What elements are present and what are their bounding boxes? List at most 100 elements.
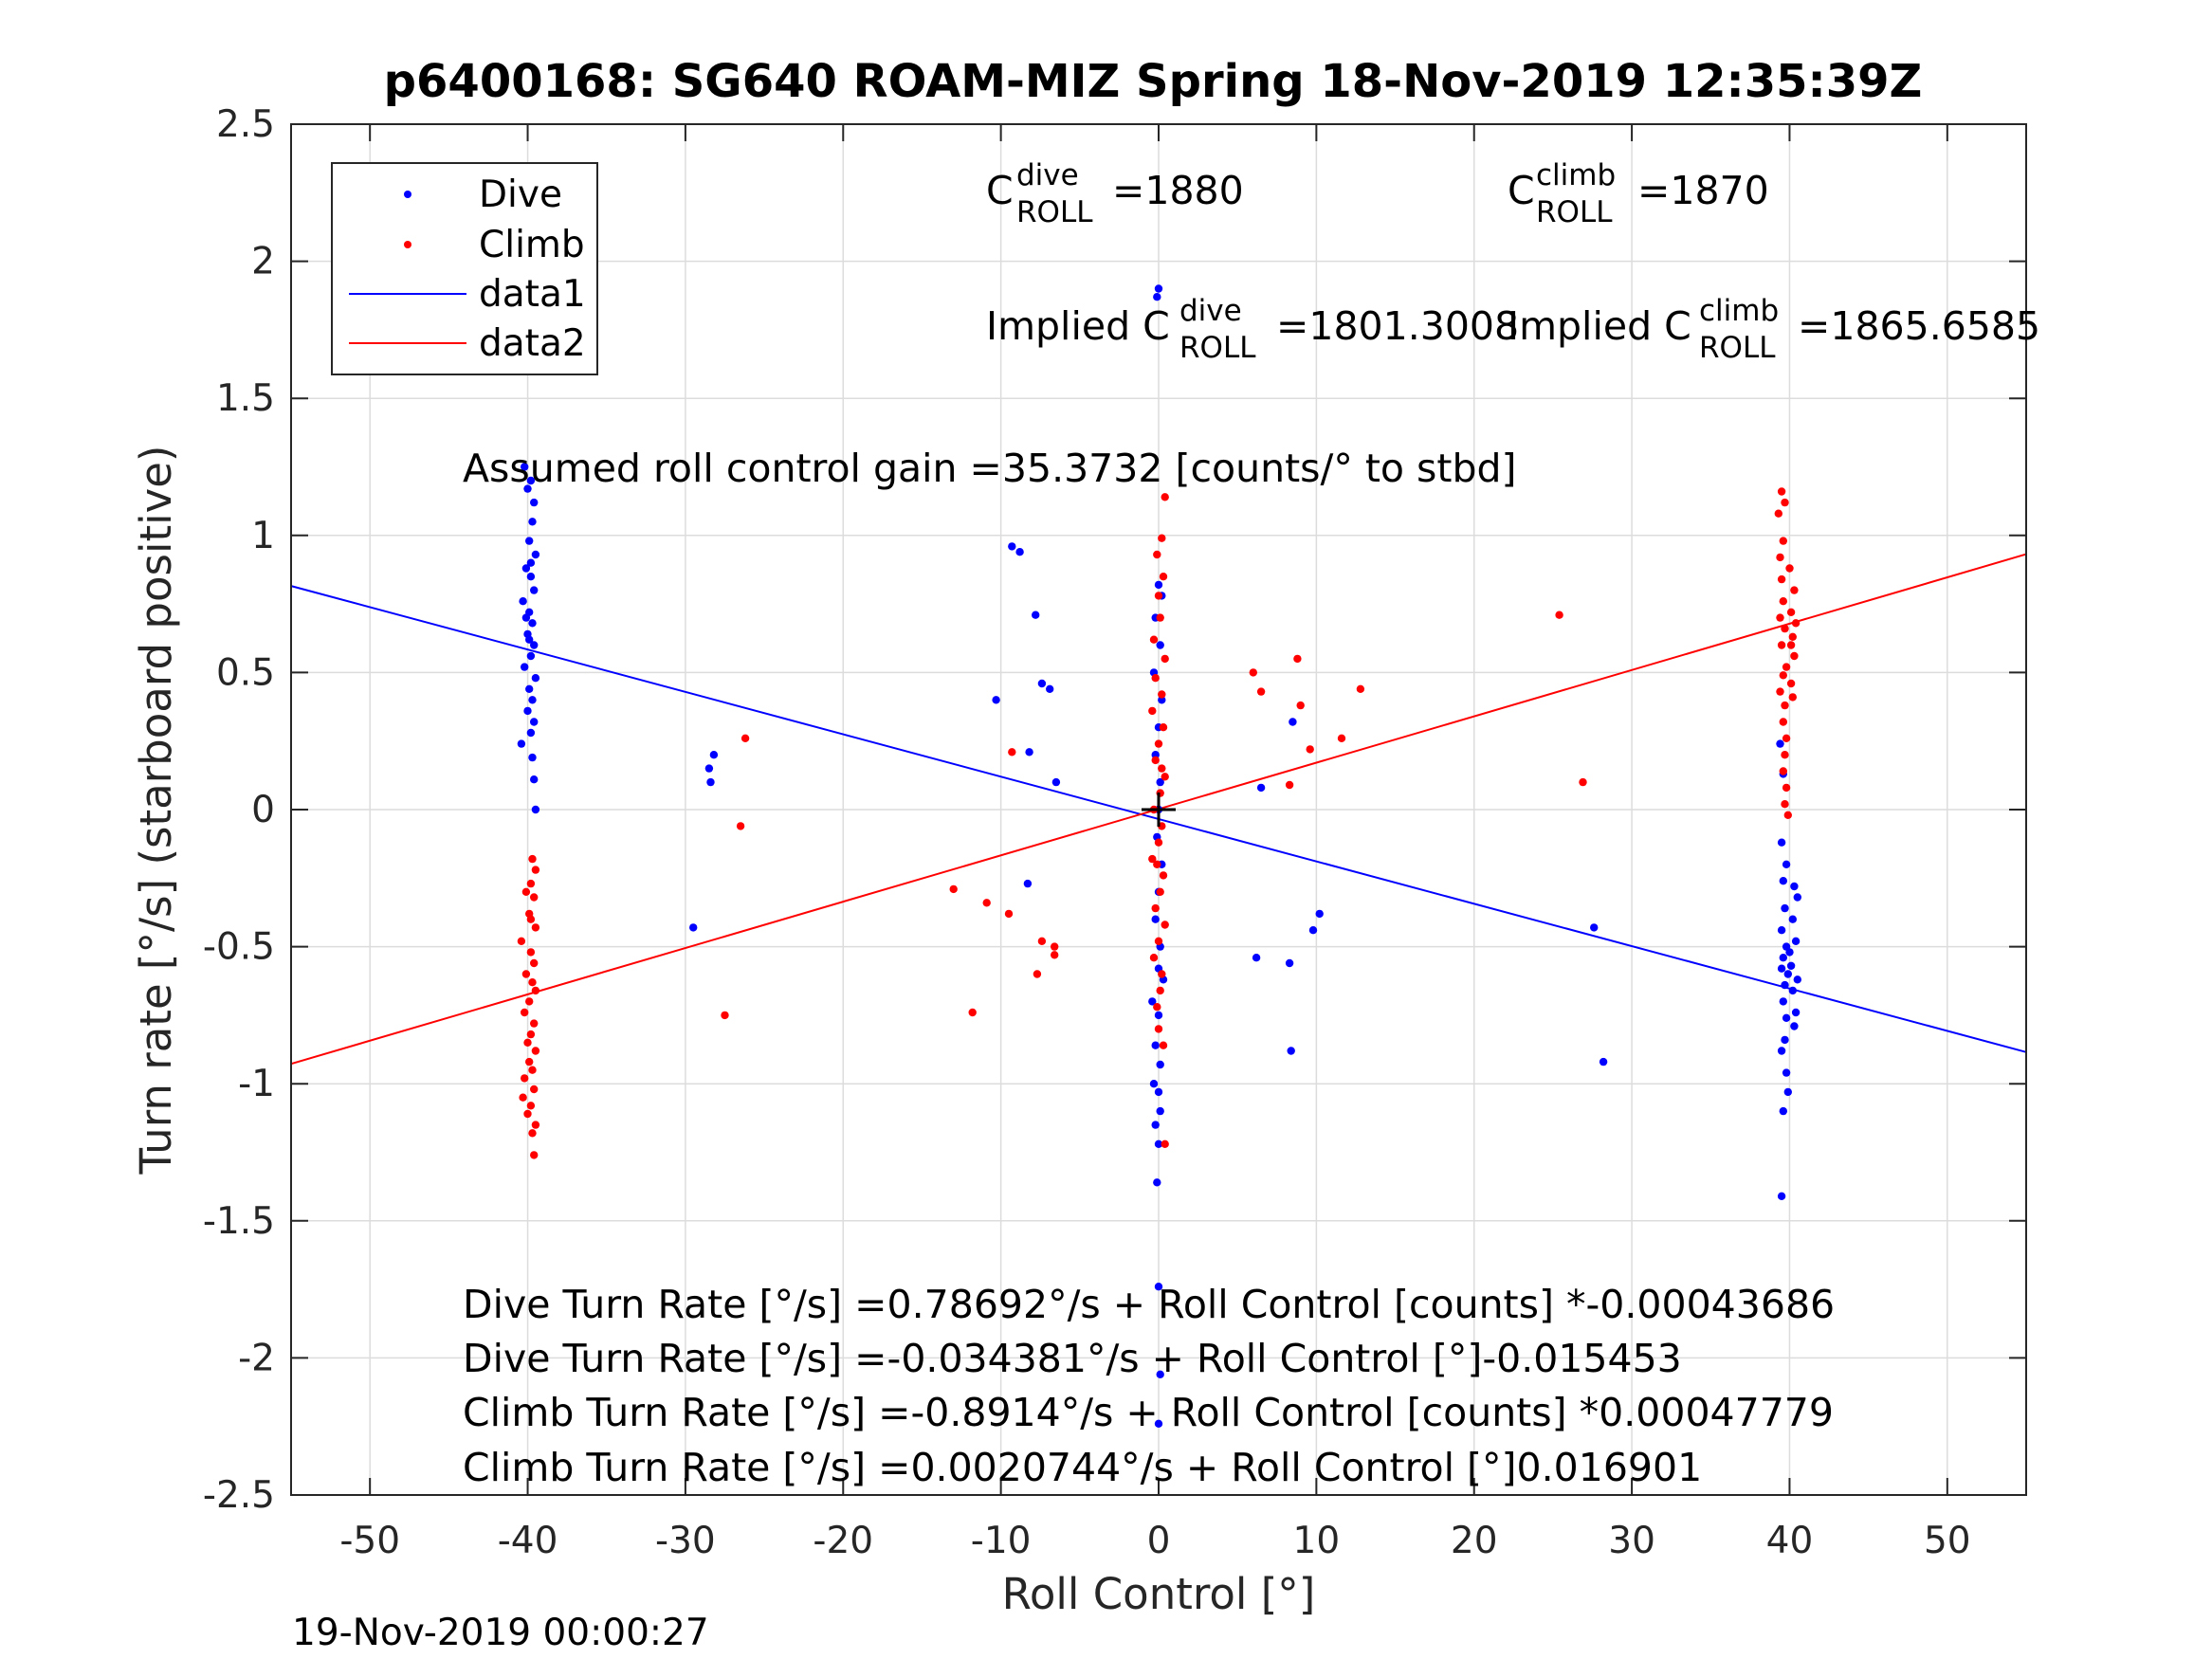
c-climb-sub: ROLL bbox=[1536, 195, 1613, 229]
point-dive bbox=[1156, 777, 1164, 787]
point-dive bbox=[704, 764, 714, 773]
point-dive bbox=[1776, 739, 1784, 748]
point-climb bbox=[526, 948, 536, 957]
point-dive bbox=[526, 651, 536, 661]
point-climb bbox=[736, 822, 745, 830]
point-dive bbox=[519, 597, 527, 606]
point-climb bbox=[1779, 597, 1788, 606]
point-dive bbox=[1599, 1057, 1608, 1066]
point-dive bbox=[1308, 926, 1318, 935]
point-climb bbox=[1154, 739, 1163, 748]
point-dive bbox=[530, 718, 539, 726]
x-tick-label: -40 bbox=[498, 1520, 558, 1562]
equation-1: Dive Turn Rate [°/s] =0.78692°/s + Roll … bbox=[463, 1282, 1835, 1327]
point-dive bbox=[1032, 611, 1040, 619]
point-climb bbox=[530, 893, 539, 902]
point-dive bbox=[1790, 1022, 1799, 1030]
point-dive bbox=[521, 564, 531, 573]
point-dive bbox=[521, 663, 529, 671]
y-tick-label: 0.5 bbox=[216, 651, 275, 694]
point-climb bbox=[1779, 671, 1788, 680]
point-climb bbox=[1779, 767, 1788, 775]
point-dive bbox=[1788, 915, 1798, 923]
point-dive bbox=[530, 498, 539, 507]
point-dive bbox=[709, 751, 719, 759]
point-climb bbox=[530, 1085, 539, 1094]
point-dive bbox=[1779, 1106, 1788, 1116]
point-dive bbox=[528, 518, 537, 526]
point-dive bbox=[530, 641, 539, 649]
point-climb bbox=[1151, 674, 1160, 683]
point-climb bbox=[1782, 663, 1791, 671]
c-dive-base: C bbox=[986, 168, 1014, 213]
center-marker bbox=[1142, 793, 1176, 827]
y-tick-labels: -2.5 -2 -1.5 -1 -0.5 0 0.5 1 1.5 2 2.5 bbox=[203, 103, 275, 1517]
data-points bbox=[517, 284, 1802, 1429]
point-climb bbox=[1161, 493, 1169, 501]
point-dive bbox=[1782, 1013, 1791, 1023]
point-dive bbox=[1015, 548, 1024, 556]
point-climb bbox=[531, 1047, 540, 1055]
point-dive bbox=[1151, 1041, 1160, 1049]
point-climb bbox=[531, 923, 540, 932]
implied-climb-value: =1865.6585 bbox=[1798, 303, 2040, 349]
point-dive bbox=[1154, 1139, 1163, 1149]
point-climb bbox=[740, 734, 750, 742]
point-dive bbox=[521, 613, 531, 622]
point-dive bbox=[1156, 1370, 1164, 1379]
point-dive bbox=[1791, 937, 1801, 945]
implied-climb-sup: climb bbox=[1699, 294, 1779, 328]
x-tick-label: 30 bbox=[1608, 1520, 1655, 1562]
point-dive bbox=[528, 696, 537, 704]
point-dive bbox=[1154, 284, 1163, 293]
point-dive bbox=[1783, 970, 1793, 978]
point-climb bbox=[528, 1066, 537, 1074]
point-dive bbox=[992, 696, 1000, 704]
point-climb bbox=[1782, 783, 1791, 793]
point-dive bbox=[1779, 877, 1788, 885]
point-dive bbox=[1287, 1047, 1295, 1055]
point-climb bbox=[1779, 718, 1788, 726]
point-climb bbox=[1161, 773, 1169, 781]
point-dive bbox=[1154, 1283, 1163, 1291]
point-climb bbox=[521, 1074, 529, 1083]
point-dive bbox=[531, 674, 540, 683]
point-climb bbox=[531, 866, 540, 874]
gain-annotation: Assumed roll control gain =35.3732 [coun… bbox=[463, 446, 1517, 491]
point-dive bbox=[1777, 1192, 1786, 1201]
point-dive bbox=[523, 706, 532, 716]
equation-2: Dive Turn Rate [°/s] =-0.034381°/s + Rol… bbox=[463, 1336, 1682, 1381]
point-dive bbox=[1148, 997, 1157, 1006]
y-tick-label: -2.5 bbox=[203, 1474, 275, 1517]
implied-dive-sub: ROLL bbox=[1179, 331, 1256, 365]
legend: Dive Climb data1 data2 bbox=[331, 162, 598, 375]
point-dive bbox=[523, 484, 532, 493]
x-tick-label: -30 bbox=[655, 1520, 716, 1562]
point-dive bbox=[526, 728, 536, 738]
point-climb bbox=[1151, 756, 1160, 765]
point-climb bbox=[1776, 613, 1784, 622]
point-climb bbox=[1159, 723, 1168, 732]
c-climb-base: C bbox=[1508, 168, 1535, 213]
x-tick-label: 20 bbox=[1451, 1520, 1498, 1562]
point-dive bbox=[1154, 1419, 1163, 1429]
point-climb bbox=[1033, 970, 1042, 978]
point-dive bbox=[1786, 961, 1796, 970]
point-dive bbox=[526, 476, 536, 485]
point-climb bbox=[1149, 954, 1159, 962]
point-climb bbox=[1786, 641, 1796, 649]
point-climb bbox=[1158, 764, 1166, 773]
point-climb bbox=[521, 970, 531, 978]
point-climb bbox=[1781, 751, 1789, 759]
point-climb bbox=[528, 1129, 537, 1138]
point-dive bbox=[1023, 879, 1033, 888]
y-tick-label: -1.5 bbox=[203, 1200, 275, 1243]
point-climb bbox=[1777, 641, 1786, 649]
point-climb bbox=[1293, 654, 1302, 664]
point-climb bbox=[528, 978, 537, 987]
point-dive bbox=[530, 586, 539, 594]
point-climb bbox=[1161, 921, 1169, 929]
point-climb bbox=[1777, 574, 1786, 584]
point-climb bbox=[1151, 903, 1160, 913]
point-dive bbox=[1154, 580, 1163, 590]
